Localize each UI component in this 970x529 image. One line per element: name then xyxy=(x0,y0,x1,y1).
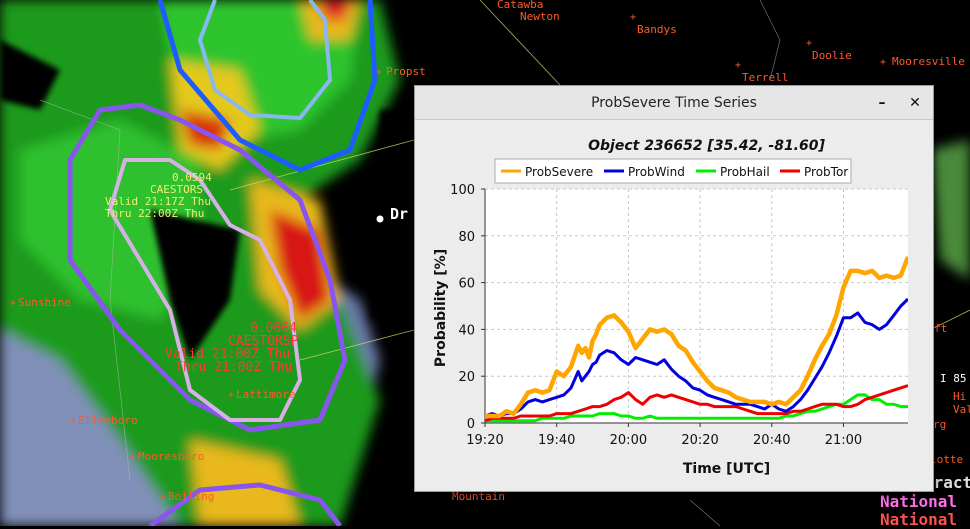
chart-panel: 0 20 40 60 80 100 19:20 19:40 20:00 20:20 20:40 21:… xyxy=(415,120,933,491)
warning-polygons xyxy=(67,0,378,526)
place-label: Newton xyxy=(520,10,560,23)
place-label: + Bandys xyxy=(630,12,677,36)
y-tick-label: 60 xyxy=(458,277,475,292)
storm-label-lower: 0.0664 CAESTORSP Valid 21:00Z Thu Thru 2… xyxy=(165,321,299,375)
place-label: + Sunshine xyxy=(10,296,72,309)
window-titlebar[interactable]: ProbSevere Time Series – ✕ xyxy=(415,86,933,120)
map-roads xyxy=(229,0,970,361)
series-line-probsevere xyxy=(485,256,908,419)
place-fragment: rg xyxy=(933,418,947,431)
map-label-tract: tract xyxy=(924,473,970,492)
radar-gaps xyxy=(0,40,413,360)
x-tick-label: 20:20 xyxy=(681,433,718,448)
x-tick-label: 21:00 xyxy=(825,433,862,448)
place-label: + Terrell xyxy=(735,60,789,84)
place-fragment: ft xyxy=(934,322,948,335)
close-button[interactable]: ✕ xyxy=(909,95,921,111)
place-label: Mountain xyxy=(452,490,505,503)
series-line-probtor xyxy=(485,384,908,423)
map-label-national-1: National xyxy=(880,492,958,511)
legend-label-probwind: ProbWind xyxy=(628,165,685,179)
y-tick-label: 40 xyxy=(458,323,475,338)
x-tick-label: 19:20 xyxy=(466,433,503,448)
place-label: + Mooresboro xyxy=(130,450,205,463)
y-axis-title: Probability [%] xyxy=(433,249,449,367)
map-label-national-2: National xyxy=(880,510,958,529)
place-fragment: Val xyxy=(953,403,970,416)
legend-label-probsevere: ProbSevere xyxy=(525,165,593,179)
legend-label-probhail: ProbHail xyxy=(720,165,770,179)
series-line-probwind xyxy=(485,297,908,418)
x-tick-label: 20:40 xyxy=(753,433,790,448)
y-tick-label: 20 xyxy=(458,370,475,385)
x-axis-title: Time [UTC] xyxy=(683,461,770,477)
storm-label-upper: 0.0594 CAESTORS Valid 21:17Z Thu Thru 22… xyxy=(105,171,212,220)
y-tick-label: 100 xyxy=(450,183,475,198)
town-label-drexel: Dr xyxy=(390,205,409,223)
y-tick-label: 0 xyxy=(467,417,475,432)
place-label: + Ellenboro xyxy=(70,414,138,427)
probsevere-timeseries-window[interactable]: ProbSevere Time Series – ✕ 0 20 40 60 80 100 1… xyxy=(414,85,934,492)
legend-label-probtor: ProbTor xyxy=(804,165,848,179)
place-label: + Propst xyxy=(376,65,426,78)
minimize-button[interactable]: – xyxy=(878,95,886,111)
x-tick-label: 19:40 xyxy=(538,433,575,448)
place-label: + Boiling xyxy=(160,490,215,503)
road-label-i85: I 85 xyxy=(940,372,967,385)
probability-chart: 0 20 40 60 80 100 19:20 19:40 20:00 20:20 20:40 21:… xyxy=(433,138,908,477)
place-fragment: lotte xyxy=(930,453,964,466)
place-label: + Doolie xyxy=(806,38,852,62)
y-tick-label: 80 xyxy=(458,230,475,245)
place-label: + Mooresville xyxy=(880,55,965,68)
place-fragment: Hi xyxy=(953,390,967,403)
x-tick-label: 20:00 xyxy=(610,433,647,448)
place-label: + Lattimore xyxy=(228,388,296,401)
window-title: ProbSevere Time Series xyxy=(591,95,757,111)
place-label: Catawba xyxy=(497,0,544,11)
chart-title: Object 236652 [35.42, -81.60] xyxy=(588,138,825,154)
